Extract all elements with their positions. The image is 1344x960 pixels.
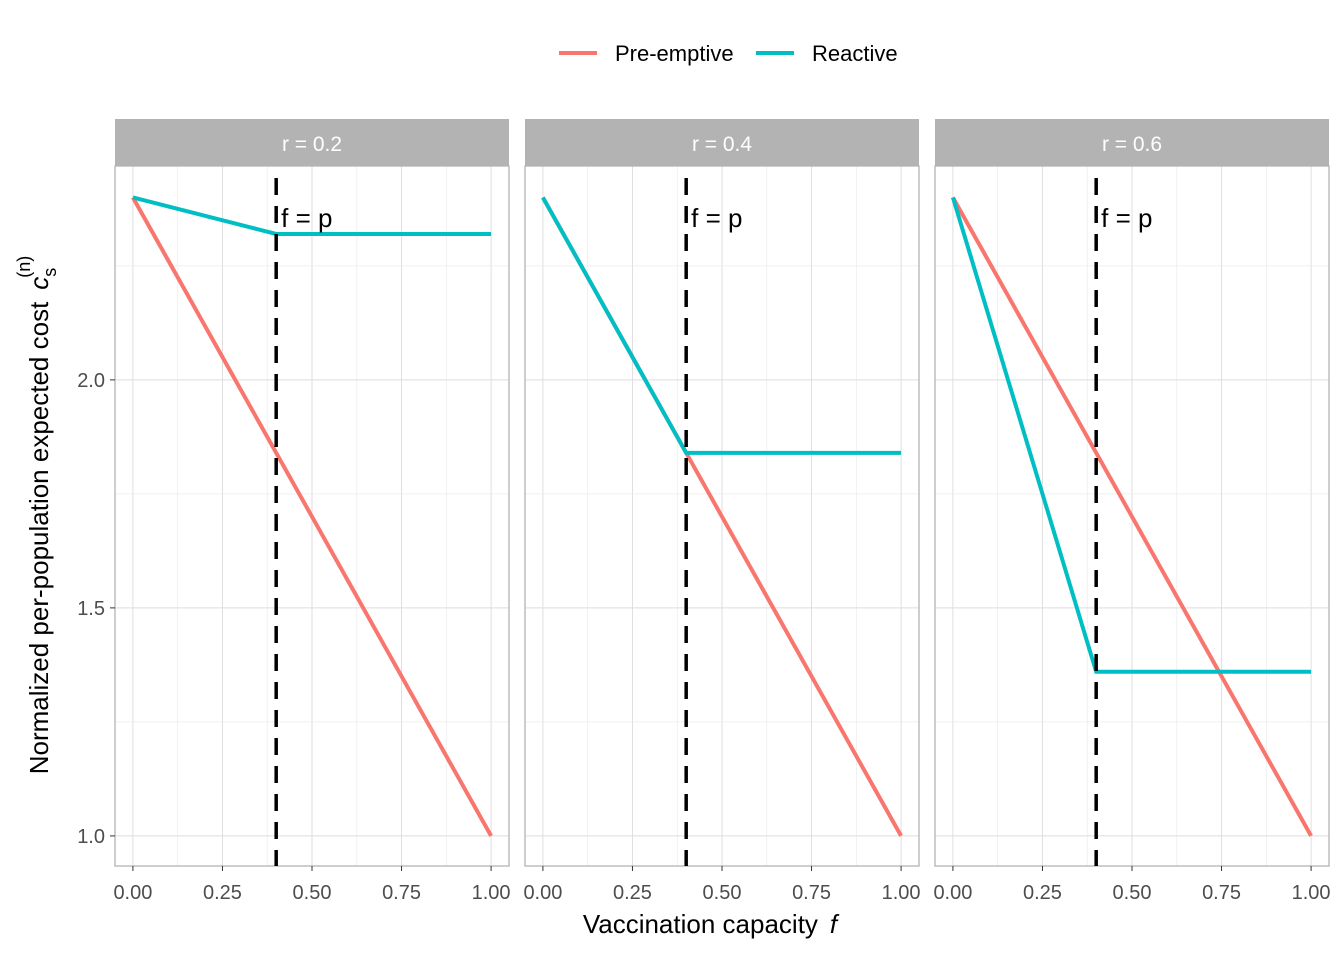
- panel-3: r = 0.6 f = p 0.00 0.25 0.50 0.75 1.00: [933, 119, 1331, 904]
- facet-strip: [525, 119, 919, 166]
- x-tick-label: 0.50: [293, 882, 332, 904]
- y-axis-title: Normalized per-population expected cost c…: [14, 256, 60, 775]
- facet-strip-label: r = 0.2: [282, 133, 342, 156]
- x-tick-label: 0.75: [792, 882, 831, 904]
- x-tick-label: 0.25: [1023, 882, 1062, 904]
- y-tick-label: 2.0: [77, 370, 105, 392]
- x-tick-label: 0.25: [203, 882, 242, 904]
- y-axis-subscript: s: [40, 268, 60, 277]
- x-tick-label: 0.75: [382, 882, 421, 904]
- legend-label-pre-emptive: Pre-emptive: [615, 41, 734, 66]
- y-axis-symbol: c: [24, 277, 54, 290]
- panel-1: r = 0.2 f = p 0.00 0.25 0.50 0.75 1.00 1.0 1.5 2.…: [77, 119, 511, 904]
- series-line-pre-emptive: [131, 196, 493, 837]
- x-tick-label: 1.00: [882, 882, 921, 904]
- x-tick-label: 0.50: [1113, 882, 1152, 904]
- x-tick-label: 0.25: [613, 882, 652, 904]
- vline-label: f = p: [691, 203, 742, 233]
- vline-label: f = p: [281, 203, 332, 233]
- y-axis-superscript: (n): [14, 256, 34, 278]
- x-tick-label: 0.00: [933, 882, 972, 904]
- x-axis-title: Vaccination capacity f: [583, 909, 840, 939]
- x-tick-label: 1.00: [472, 882, 511, 904]
- panel-2: r = 0.4 f = p 0.00 0.25 0.50 0.75 1.00: [523, 119, 921, 904]
- series-line-pre-emptive: [951, 196, 1313, 837]
- x-tick-label: 0.00: [113, 882, 152, 904]
- svg-text:Normalized per-population expe: Normalized per-population expected cost c…: [14, 256, 60, 775]
- x-tick-label: 0.00: [523, 882, 562, 904]
- vline-label: f = p: [1101, 203, 1152, 233]
- facet-strip: [935, 119, 1329, 166]
- facet-strip: [115, 119, 509, 166]
- x-tick-label: 1.00: [1292, 882, 1331, 904]
- series-line-reactive: [950, 196, 1312, 674]
- x-tick-label: 0.50: [703, 882, 742, 904]
- facet-strip-label: r = 0.4: [692, 133, 752, 156]
- y-tick-label: 1.0: [77, 826, 105, 848]
- y-tick-label: 1.5: [77, 598, 105, 620]
- legend: Pre-emptive Reactive: [559, 41, 898, 66]
- x-tick-label: 0.75: [1202, 882, 1241, 904]
- legend-label-reactive: Reactive: [812, 41, 898, 66]
- series-line-reactive: [541, 196, 902, 455]
- facet-strip-label: r = 0.6: [1102, 133, 1162, 156]
- y-axis-label: Normalized per-population expected cost: [24, 301, 54, 774]
- series-line-reactive: [132, 195, 492, 236]
